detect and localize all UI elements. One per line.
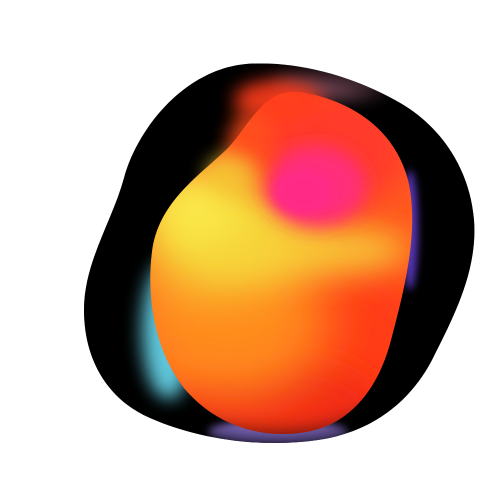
- flame-wisp-top: [234, 78, 322, 122]
- yellow-band: [190, 222, 410, 278]
- magenta-core-bright: [274, 170, 334, 214]
- flame-wisp-yellow: [206, 154, 258, 198]
